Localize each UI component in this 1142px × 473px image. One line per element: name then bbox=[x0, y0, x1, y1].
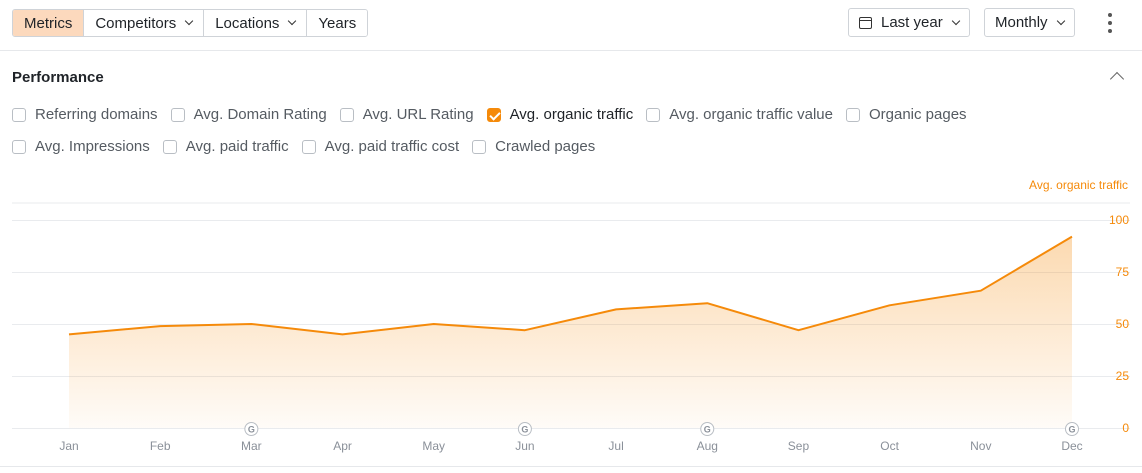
checkbox-unchecked-icon bbox=[845, 107, 860, 122]
y-tick-label: 25 bbox=[1116, 369, 1130, 383]
google-update-marker-label: G bbox=[1068, 425, 1075, 435]
checkbox-unchecked-icon bbox=[646, 107, 661, 122]
x-tick-label: Mar bbox=[241, 439, 262, 453]
x-tick-label: May bbox=[422, 439, 445, 453]
locations-dropdown[interactable]: Locations bbox=[204, 10, 308, 36]
checkbox-label: Avg. paid traffic cost bbox=[324, 138, 460, 155]
series-area bbox=[69, 236, 1072, 428]
google-update-marker-icon bbox=[1065, 422, 1079, 436]
y-tick-label: 75 bbox=[1116, 265, 1130, 279]
x-tick-label: Feb bbox=[150, 439, 171, 453]
years-tab-label: Years bbox=[318, 14, 357, 32]
checkbox-unchecked-icon bbox=[162, 139, 177, 154]
google-update-marker-icon bbox=[517, 422, 532, 436]
x-tick-label: Nov bbox=[970, 439, 991, 453]
checkbox-avg-impressions[interactable]: Avg. Impressions bbox=[12, 138, 150, 155]
x-tick-label: Oct bbox=[880, 439, 899, 453]
checkbox-label: Organic pages bbox=[868, 106, 967, 123]
checkbox-unchecked-icon bbox=[12, 139, 26, 154]
checkbox-unchecked-icon bbox=[472, 139, 487, 154]
google-update-marker-icon bbox=[700, 422, 715, 436]
granularity-label: Monthly bbox=[995, 14, 1048, 31]
checkbox-avg-paid-traffic[interactable]: Avg. paid traffic bbox=[162, 138, 289, 155]
x-tick-label: Aug bbox=[697, 439, 718, 453]
series-label: Avg. organic traffic bbox=[1029, 178, 1128, 192]
series-line bbox=[68, 235, 1073, 336]
checkbox-avg-url-rating[interactable]: Avg. URL Rating bbox=[339, 106, 474, 123]
checkbox-avg-organic-traffic-value[interactable]: Avg. organic traffic value bbox=[646, 106, 833, 123]
x-tick-label: Jan bbox=[59, 439, 78, 453]
checkbox-organic-pages[interactable]: Organic pages bbox=[845, 106, 967, 123]
checkbox-label: Avg. Impressions bbox=[35, 138, 150, 155]
view-segmented-control: Metrics Competitors Locations Years bbox=[12, 9, 369, 37]
checkbox-checked-icon bbox=[486, 107, 501, 122]
checkbox-label: Crawled pages bbox=[495, 138, 596, 155]
years-tab[interactable]: Years bbox=[307, 10, 368, 36]
checkbox-label: Avg. organic traffic bbox=[509, 106, 634, 123]
metrics-tab-label: Metrics bbox=[24, 14, 73, 32]
checkbox-avg-organic-traffic[interactable]: Avg. organic traffic bbox=[486, 106, 634, 123]
x-tick-label: Jul bbox=[608, 439, 623, 453]
google-update-marker-label: G bbox=[248, 425, 255, 435]
checkbox-referring-domains[interactable]: Referring domains bbox=[12, 106, 158, 123]
more-options-icon[interactable] bbox=[1104, 13, 1116, 33]
checkbox-label: Avg. URL Rating bbox=[362, 106, 474, 123]
x-tick-label: Jun bbox=[515, 439, 534, 453]
metrics-tab[interactable]: Metrics bbox=[13, 10, 85, 36]
locations-label: Locations bbox=[215, 14, 280, 32]
calendar-icon bbox=[859, 16, 872, 29]
checkbox-label: Avg. Domain Rating bbox=[193, 106, 327, 123]
x-tick-label: Dec bbox=[1061, 439, 1082, 453]
checkbox-unchecked-icon bbox=[339, 107, 354, 122]
metrics-checkbox-row-1: Referring domains Avg. Domain Rating Avg. … bbox=[12, 106, 980, 123]
checkbox-avg-domain-rating[interactable]: Avg. Domain Rating bbox=[170, 106, 327, 123]
google-update-marker-icon bbox=[244, 422, 259, 436]
y-tick-label: 100 bbox=[1109, 213, 1129, 227]
panel-title: Performance bbox=[12, 69, 104, 86]
date-range-dropdown[interactable]: Last year bbox=[848, 8, 970, 37]
competitors-label: Competitors bbox=[95, 14, 177, 32]
toolbar: Metrics Competitors Locations Years Last… bbox=[0, 0, 1142, 51]
y-tick-label: 50 bbox=[1116, 317, 1130, 331]
competitors-dropdown[interactable]: Competitors bbox=[84, 10, 205, 36]
metrics-checkbox-row-2: Avg. Impressions Avg. paid traffic Avg. pa… bbox=[12, 138, 608, 155]
y-tick-label: 0 bbox=[1122, 421, 1129, 435]
checkbox-unchecked-icon bbox=[301, 139, 316, 154]
divider bbox=[0, 466, 1142, 467]
checkbox-label: Avg. organic traffic value bbox=[669, 106, 833, 123]
x-tick-label: Apr bbox=[333, 439, 352, 453]
google-update-marker-label: G bbox=[521, 425, 528, 435]
checkbox-label: Avg. paid traffic bbox=[185, 138, 289, 155]
granularity-dropdown[interactable]: Monthly bbox=[984, 8, 1075, 37]
checkbox-avg-paid-traffic-cost[interactable]: Avg. paid traffic cost bbox=[301, 138, 460, 155]
checkbox-unchecked-icon bbox=[12, 107, 26, 122]
checkbox-label: Referring domains bbox=[35, 106, 158, 123]
checkbox-unchecked-icon bbox=[170, 107, 185, 122]
checkbox-crawled-pages[interactable]: Crawled pages bbox=[472, 138, 595, 155]
date-range-label: Last year bbox=[881, 14, 943, 31]
x-tick-label: Sep bbox=[788, 439, 810, 453]
google-update-marker-label: G bbox=[704, 425, 711, 435]
